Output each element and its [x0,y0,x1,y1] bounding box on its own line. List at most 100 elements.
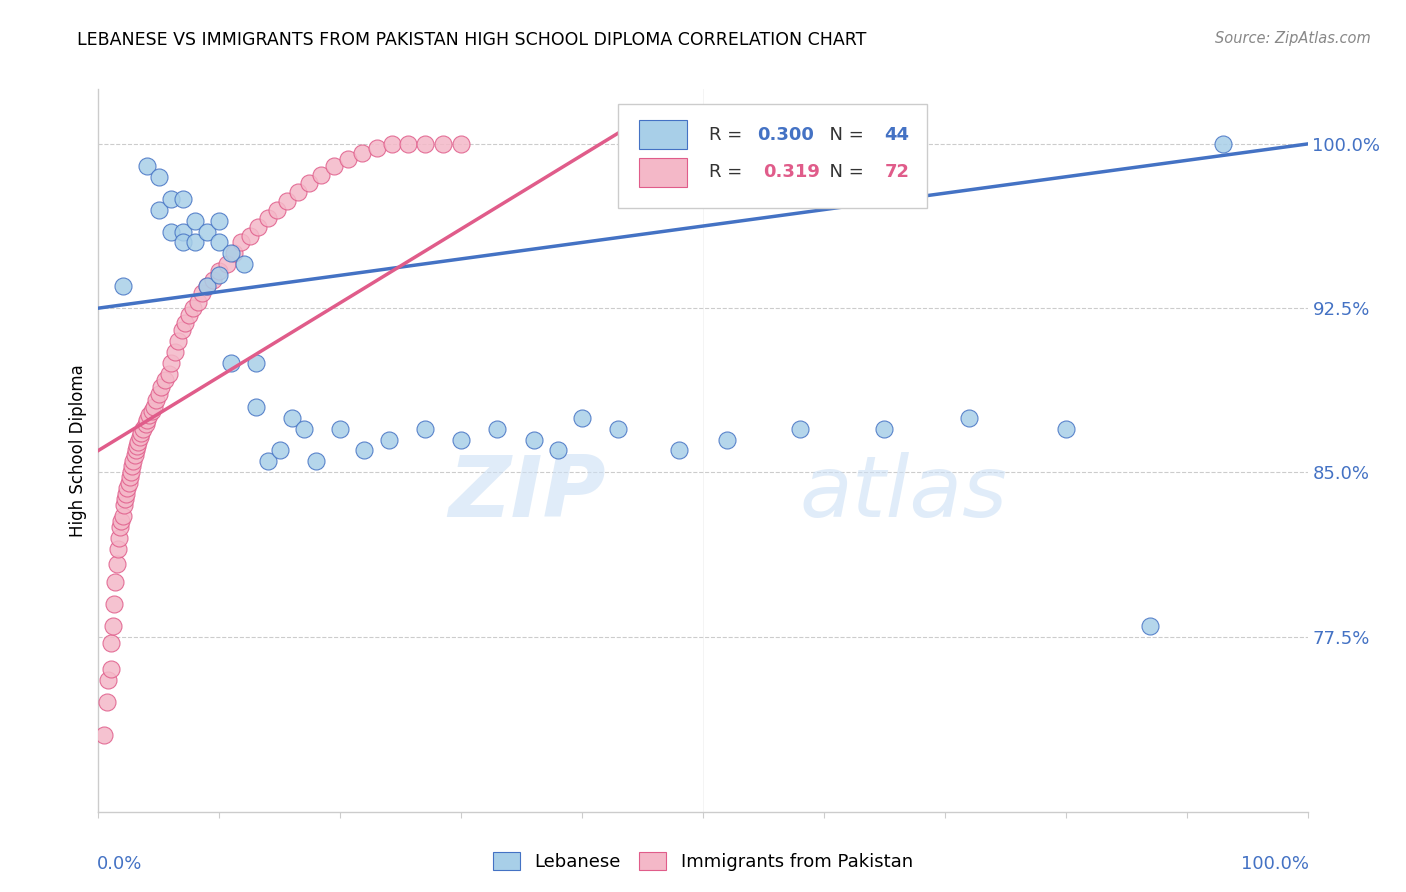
Point [114,491,136,506]
Point [148,386,170,401]
Point [336,153,359,167]
Point [117,481,139,495]
Point [266,202,288,217]
Point [121,458,143,473]
Point [208,264,231,278]
Point [1139,618,1161,632]
Point [366,141,388,155]
Text: 100.0%: 100.0% [1240,855,1309,873]
Point [789,421,811,435]
Point [115,487,138,501]
Point [129,425,152,440]
Point [281,410,304,425]
Point [179,308,201,322]
Point [222,246,245,260]
Point [100,636,122,650]
Point [298,177,321,191]
Point [122,454,145,468]
Point [150,380,173,394]
Point [111,279,134,293]
Point [172,192,194,206]
Text: LEBANESE VS IMMIGRANTS FROM PAKISTAN HIGH SCHOOL DIPLOMA CORRELATION CHART: LEBANESE VS IMMIGRANTS FROM PAKISTAN HIG… [77,31,866,49]
Point [105,558,128,572]
Point [256,211,278,226]
Point [269,443,291,458]
Point [381,136,404,151]
Point [148,169,170,184]
Y-axis label: High School Diploma: High School Diploma [69,364,87,537]
Point [148,202,170,217]
Point [353,443,375,458]
Text: 0.319: 0.319 [763,163,820,181]
Point [160,356,183,370]
Point [145,393,167,408]
Point [127,439,149,453]
Point [232,257,254,271]
Point [170,323,193,337]
Point [1212,136,1234,151]
Point [135,413,157,427]
Point [127,434,149,449]
Point [523,433,546,447]
Point [413,421,436,435]
Point [292,421,315,435]
Point [187,294,209,309]
Point [172,225,194,239]
Point [108,520,131,534]
Point [432,136,454,151]
Point [450,136,472,151]
Point [276,194,298,208]
Point [287,185,309,199]
Point [108,531,131,545]
Point [873,421,896,435]
Point [195,225,218,239]
Point [350,145,373,160]
Point [112,498,135,512]
Point [377,433,399,447]
Point [247,220,270,235]
Point [172,235,194,250]
Point [124,448,146,462]
Point [486,421,509,435]
Text: Source: ZipAtlas.com: Source: ZipAtlas.com [1215,31,1371,46]
Legend: Lebanese, Immigrants from Pakistan: Lebanese, Immigrants from Pakistan [486,845,920,879]
Point [245,356,267,370]
Point [184,235,207,250]
Point [174,317,197,331]
Point [104,574,127,589]
Point [125,443,148,458]
Point [184,213,207,227]
Point [607,421,630,435]
Point [305,454,328,468]
Point [97,673,120,688]
Point [101,618,124,632]
Text: atlas: atlas [800,452,1008,535]
FancyBboxPatch shape [619,103,927,209]
Point [96,695,118,709]
Point [221,356,243,370]
Point [329,421,352,435]
Text: R =: R = [709,126,748,144]
Point [202,273,225,287]
Text: N =: N = [818,126,869,144]
Point [221,246,243,260]
Point [195,279,218,293]
Point [208,213,231,227]
Point [309,168,332,182]
Text: ZIP: ZIP [449,452,606,535]
Point [323,159,346,173]
Point [157,367,180,381]
Point [396,136,419,151]
Point [413,136,436,151]
Point [138,409,160,423]
Point [135,417,157,432]
Text: 44: 44 [884,126,910,144]
Point [160,225,183,239]
Point [100,662,122,676]
Point [215,257,238,271]
FancyBboxPatch shape [638,120,688,149]
Point [181,301,204,315]
Point [111,509,134,524]
Text: 72: 72 [884,163,910,181]
Point [135,159,157,173]
